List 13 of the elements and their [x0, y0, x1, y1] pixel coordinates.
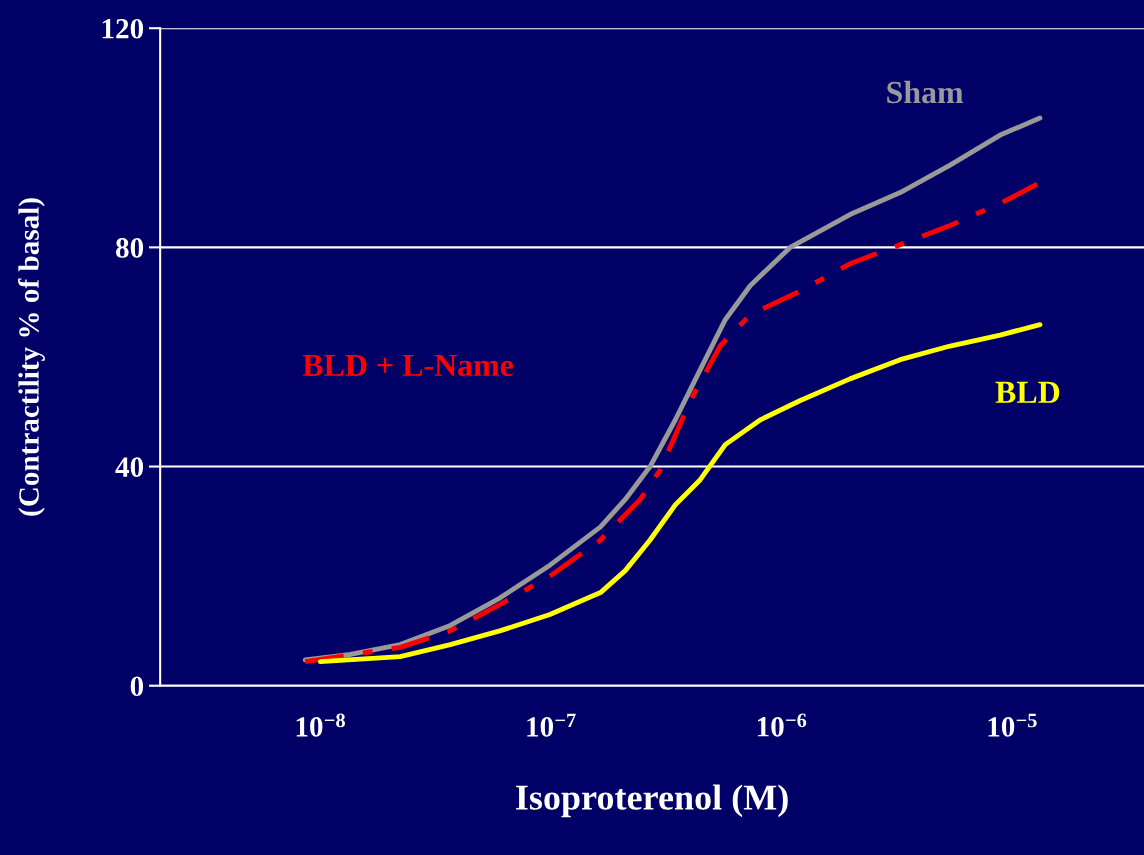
y-axis-title: (Contractility % of basal)	[18, 198, 45, 516]
x-tick-label: 10$^{−6}$	[757, 713, 807, 737]
series-label: Sham	[887, 80, 964, 104]
x-tick-label: 10$^{−8}$	[296, 713, 345, 737]
y-tick-label: 40	[115, 457, 144, 477]
text: BLD + L-Name	[302, 354, 514, 377]
series-label: BLD	[995, 381, 1060, 403]
x-tick-label: 10$^{−5}$	[988, 713, 1037, 737]
x-axis-title: Isoproterenol (M)	[516, 784, 788, 818]
y-tick-label: 80	[115, 238, 144, 258]
y-tick-label: 0	[130, 676, 144, 697]
y-tick-label: 120	[102, 18, 144, 39]
x-tick-label: 10$^{−7}$	[527, 713, 576, 737]
